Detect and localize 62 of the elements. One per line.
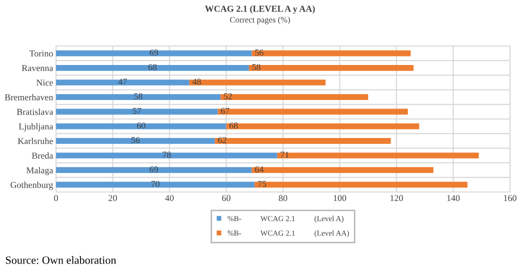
bar	[252, 50, 411, 56]
data-label: 47	[118, 78, 127, 85]
bar	[56, 50, 252, 56]
bar	[248, 64, 414, 71]
bar	[214, 138, 391, 144]
bar	[56, 123, 226, 130]
y-tick-label: Karlsruhe	[18, 138, 53, 144]
bar	[252, 167, 434, 174]
source-note: Source: Own elaboration	[6, 256, 116, 264]
bar	[189, 80, 326, 86]
y-tick-label: Ravenna	[22, 65, 54, 72]
data-label: 67	[220, 108, 230, 114]
data-label: 52	[224, 93, 232, 100]
data-label: 48	[192, 78, 201, 85]
bar	[56, 167, 252, 174]
y-tick-label: Breda	[32, 152, 54, 159]
y-tick-label: Nice	[36, 80, 53, 86]
data-label: 58	[134, 93, 142, 100]
data-label: 62	[218, 137, 226, 144]
bar	[56, 80, 190, 86]
x-tick-label: 80	[278, 195, 288, 202]
bar	[56, 94, 221, 100]
bar	[277, 152, 479, 158]
data-label: 70	[151, 180, 160, 187]
x-tick-label: 120	[390, 195, 403, 202]
bar	[218, 108, 408, 115]
x-tick-label: 160	[504, 195, 516, 202]
chart-title: WCAG 2.1 (LEVEL A y AA)	[204, 5, 315, 14]
data-label: 68	[229, 122, 238, 129]
bar	[220, 94, 368, 100]
bar	[254, 182, 468, 188]
x-tick-label: 140	[447, 195, 460, 202]
x-tick-label: 60	[222, 195, 230, 202]
y-tick-label: Gothenburg	[10, 182, 54, 190]
bar	[56, 108, 218, 115]
y-tick-label: Malaga	[26, 166, 54, 176]
x-tick-label: 0	[54, 195, 58, 202]
y-tick-label: Bratislava	[16, 108, 54, 115]
data-label: 69	[150, 49, 158, 56]
chart-subtitle: Correct pages (%)	[230, 16, 290, 24]
x-tick-label: 40	[165, 195, 174, 202]
bar	[56, 152, 278, 158]
data-label: 75	[258, 180, 266, 187]
bar	[56, 182, 255, 188]
data-label: 71	[280, 152, 289, 158]
bar	[56, 138, 215, 144]
data-label: 56	[131, 137, 140, 144]
data-label: 64	[255, 166, 264, 172]
bar	[56, 64, 249, 71]
x-tick-label: 100	[334, 195, 346, 202]
data-label: 69	[150, 166, 158, 172]
y-tick-label: Bremerhaven	[4, 94, 54, 100]
data-label: 57	[132, 108, 142, 114]
x-tick-label: 20	[108, 195, 117, 202]
data-label: 58	[252, 64, 260, 70]
data-label: 68	[148, 64, 157, 70]
data-label: 78	[162, 152, 171, 158]
y-tick-label: Torino	[29, 50, 53, 57]
data-label: 60	[137, 122, 146, 129]
data-label: 56	[255, 49, 264, 56]
y-tick-label: Ljubljana	[18, 123, 54, 132]
bar	[226, 123, 420, 130]
